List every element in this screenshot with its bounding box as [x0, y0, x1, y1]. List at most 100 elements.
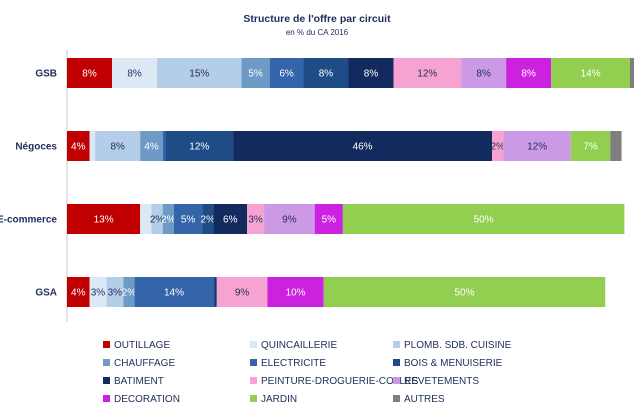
legend-swatch-quincaillerie: [250, 341, 257, 348]
data-label-e-commerce-decoration: 5%: [322, 215, 337, 226]
data-label-e-commerce-revetements: 9%: [282, 215, 297, 226]
data-label-gsa-peinture-droguerie-colles: 9%: [235, 288, 250, 299]
data-label-negoces-bois-and-menuiserie: 12%: [189, 142, 209, 153]
data-label-e-commerce-batiment: 6%: [223, 215, 238, 226]
bar-segment-negoces-outillage: [67, 131, 90, 161]
bar-segment-negoces-peinture-droguerie-colles: [492, 131, 504, 161]
bar-segment-e-commerce-peinture-droguerie-colles: [247, 204, 265, 234]
legend-label-electricite: ELECTRICITE: [261, 358, 326, 369]
bar-segment-gsa-chauffage: [123, 277, 135, 307]
legend-swatch-plomb-sdb-cuisine: [393, 341, 400, 348]
data-label-gsb-batiment: 8%: [364, 69, 379, 80]
legend-swatch-chauffage: [103, 359, 110, 366]
bar-segment-gsb-batiment: [348, 58, 394, 88]
data-label-gsb-chauffage: 5%: [248, 69, 263, 80]
bar-segment-gsb-bois-and-menuiserie: [303, 58, 349, 88]
data-label-e-commerce-chauffage: 2%: [161, 215, 176, 226]
bar-segment-gsb-electricite: [269, 58, 304, 88]
data-label-negoces-plomb-sdb-cuisine: 8%: [110, 142, 125, 153]
legend-label-outillage: OUTILLAGE: [114, 340, 170, 351]
data-label-e-commerce-bois-and-menuiserie: 2%: [201, 215, 216, 226]
bar-segment-e-commerce-chauffage: [162, 204, 174, 234]
legend-swatch-bois-and-menuiserie: [393, 359, 400, 366]
legend-swatch-peinture-droguerie-colles: [250, 377, 257, 384]
legend-label-batiment: BATIMENT: [114, 376, 164, 387]
data-label-gsb-decoration: 8%: [521, 69, 536, 80]
bar-segment-gsb-plomb-sdb-cuisine: [157, 58, 242, 88]
data-label-e-commerce-outillage: 13%: [94, 215, 114, 226]
bar-segment-negoces-batiment: [233, 131, 493, 161]
data-label-gsa-outillage: 4%: [71, 288, 86, 299]
bar-segment-e-commerce-jardin: [342, 204, 625, 234]
bar-segment-gsa-peinture-droguerie-colles: [216, 277, 268, 307]
legend-label-autres: AUTRES: [404, 394, 445, 405]
bar-segment-negoces-revetements: [503, 131, 571, 161]
bar-segment-gsa-outillage: [67, 277, 90, 307]
data-label-gsb-peinture-droguerie-colles: 12%: [417, 69, 437, 80]
bar-segment-negoces-jardin: [570, 131, 611, 161]
bar-segment-gsa-plomb-sdb-cuisine: [106, 277, 124, 307]
bar-segment-negoces-quincaillerie: [89, 131, 96, 161]
bar-segment-gsa-quincaillerie: [89, 277, 107, 307]
legend-swatch-jardin: [250, 395, 257, 402]
bar-segment-gsb-revetements: [461, 58, 507, 88]
bar-segment-gsb-peinture-droguerie-colles: [393, 58, 462, 88]
data-label-negoces-peinture-droguerie-colles: 2%: [490, 142, 505, 153]
bar-segment-e-commerce-decoration: [314, 204, 343, 234]
legend-swatch-revetements: [393, 377, 400, 384]
data-label-negoces-revetements: 12%: [527, 142, 547, 153]
category-label-gsb: GSB: [35, 69, 57, 80]
legend-label-bois-and-menuiserie: BOIS & MENUISERIE: [404, 358, 503, 369]
data-label-gsa-quincaillerie: 3%: [91, 288, 106, 299]
legend-swatch-decoration: [103, 395, 110, 402]
bar-segment-gsa-batiment: [215, 277, 217, 307]
data-label-gsa-chauffage: 2%: [122, 288, 137, 299]
data-label-gsb-electricite: 6%: [279, 69, 294, 80]
data-label-gsb-bois-and-menuiserie: 8%: [319, 69, 334, 80]
bar-segment-gsb-autres: [630, 58, 634, 88]
bar-segment-gsa-electricite: [134, 277, 214, 307]
legend-swatch-electricite: [250, 359, 257, 366]
chart-subtitle: en % du CA 2016: [286, 28, 349, 37]
bar-segment-e-commerce-plomb-sdb-cuisine: [151, 204, 163, 234]
data-label-gsa-plomb-sdb-cuisine: 3%: [108, 288, 123, 299]
bar-segment-e-commerce-electricite: [173, 204, 203, 234]
legend-label-chauffage: CHAUFFAGE: [114, 358, 175, 369]
legend-swatch-outillage: [103, 341, 110, 348]
bar-segment-e-commerce-outillage: [67, 204, 141, 234]
legend-swatch-autres: [393, 395, 400, 402]
data-label-negoces-outillage: 4%: [71, 142, 86, 153]
data-label-gsb-plomb-sdb-cuisine: 15%: [189, 69, 209, 80]
data-label-gsb-jardin: 14%: [581, 69, 601, 80]
category-label-e-commerce: E-commerce: [0, 215, 57, 226]
category-label-gsa: GSA: [35, 288, 57, 299]
data-label-negoces-batiment: 46%: [353, 142, 373, 153]
data-label-gsb-quincaillerie: 8%: [127, 69, 142, 80]
bar-segment-e-commerce-bois-and-menuiserie: [202, 204, 214, 234]
bar-segment-gsb-chauffage: [241, 58, 270, 88]
bar-segment-gsa-bois-and-menuiserie: [213, 277, 216, 307]
legend-label-plomb-sdb-cuisine: PLOMB. SDB. CUISINE: [404, 340, 512, 351]
bar-segment-negoces-plomb-sdb-cuisine: [95, 131, 141, 161]
data-label-e-commerce-peinture-droguerie-colles: 3%: [248, 215, 263, 226]
legend-label-quincaillerie: QUINCAILLERIE: [261, 340, 337, 351]
bar-segment-gsa-jardin: [323, 277, 606, 307]
bar-segment-e-commerce-batiment: [213, 204, 248, 234]
category-label-negoces: Négoces: [15, 142, 57, 153]
data-label-e-commerce-plomb-sdb-cuisine: 2%: [150, 215, 165, 226]
bar-segment-negoces-autres: [610, 131, 622, 161]
bar-segment-gsb-outillage: [67, 58, 113, 88]
bar-segment-e-commerce-quincaillerie: [140, 204, 152, 234]
bars: GSB 8% 8% 15% 5% 6% 8% 8% 12% 8% 8% 14% Négoces 4% 8% 4…: [0, 58, 634, 307]
bar-segment-negoces-electricite: [162, 131, 166, 161]
bar-segment-gsb-quincaillerie: [112, 58, 158, 88]
data-label-gsa-decoration: 10%: [286, 288, 306, 299]
bar-segment-gsa-decoration: [267, 277, 324, 307]
chart-title: Structure de l'offre par circuit: [243, 13, 391, 25]
bar-segment-gsb-jardin: [551, 58, 630, 88]
legend-label-jardin: JARDIN: [261, 394, 297, 405]
bar-segment-e-commerce-revetements: [264, 204, 315, 234]
legend-swatch-batiment: [103, 377, 110, 384]
data-label-negoces-chauffage: 4%: [144, 142, 159, 153]
